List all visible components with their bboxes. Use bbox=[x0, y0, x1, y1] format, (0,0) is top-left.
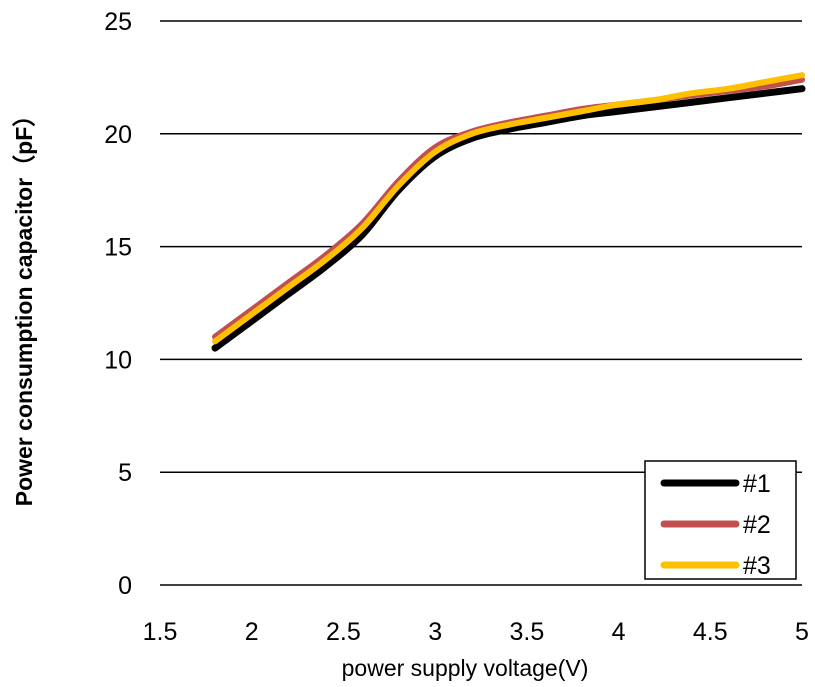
legend-label: #1 bbox=[743, 470, 771, 498]
x-axis-title: power supply voltage(V) bbox=[342, 655, 589, 681]
series-lines bbox=[211, 72, 806, 352]
legend-box bbox=[644, 460, 797, 580]
y-axis-title: Power consumption capacitor（pF） bbox=[11, 104, 37, 507]
x-tick-label: 2.5 bbox=[326, 618, 361, 646]
x-tick-label: 4 bbox=[612, 618, 626, 646]
y-tick-label: 20 bbox=[104, 121, 132, 149]
x-tick-label: 3.5 bbox=[509, 618, 544, 646]
x-tick-label: 5 bbox=[795, 618, 809, 646]
legend-label: #2 bbox=[743, 511, 771, 539]
y-tick-label: 25 bbox=[104, 8, 132, 36]
series-line-3 bbox=[212, 72, 805, 345]
series-line-1 bbox=[211, 85, 806, 352]
x-tick-label: 3 bbox=[428, 618, 442, 646]
series-line-2 bbox=[212, 76, 805, 340]
y-tick-label: 5 bbox=[118, 459, 132, 487]
x-tick-label: 4.5 bbox=[693, 618, 728, 646]
x-tick-label: 2 bbox=[245, 618, 259, 646]
y-tick-label: 10 bbox=[104, 346, 132, 374]
x-tick-label: 1.5 bbox=[143, 618, 178, 646]
y-tick-label: 0 bbox=[118, 572, 132, 600]
legend: #1 #2 #3 bbox=[644, 460, 797, 580]
y-tick-label: 15 bbox=[104, 234, 132, 262]
x-tick-labels: 1.5 2 2.5 3 3.5 4 4.5 5 bbox=[143, 618, 809, 646]
legend-label: #3 bbox=[743, 552, 771, 580]
y-tick-labels: 0 5 10 15 20 25 bbox=[104, 8, 132, 600]
